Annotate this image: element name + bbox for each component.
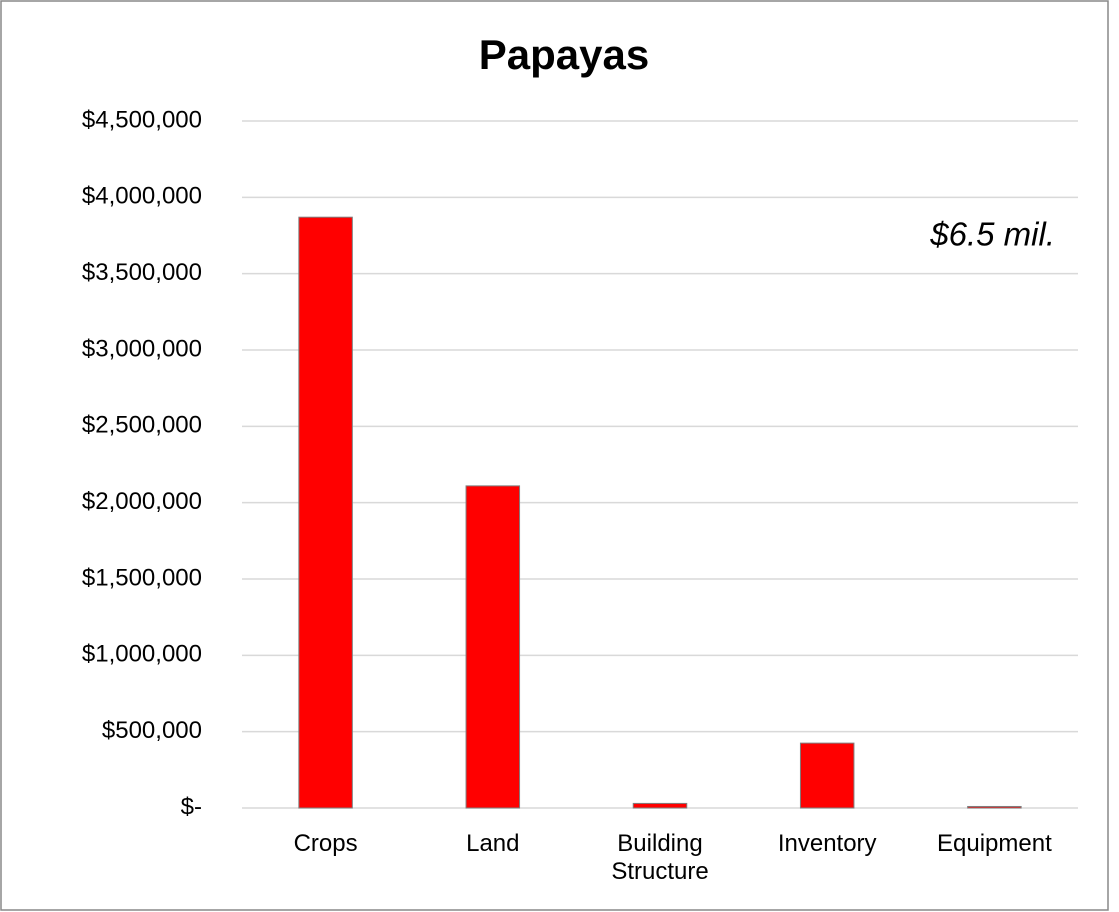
- x-tick-label: Land: [466, 830, 520, 857]
- x-tick-label: Building Structure: [611, 830, 709, 885]
- chart-title: Papayas: [479, 31, 649, 78]
- x-tick-label-box: Building Structure: [611, 830, 709, 885]
- bar: [465, 485, 521, 809]
- x-tick-label: Equipment: [937, 830, 1052, 857]
- y-tick-label: $2,500,000: [82, 412, 202, 439]
- bar: [632, 802, 688, 809]
- x-tick-label-box: Land: [466, 830, 520, 857]
- y-tick-label: $3,500,000: [82, 259, 202, 286]
- y-tick-label: $2,000,000: [82, 488, 202, 515]
- bar: [298, 216, 353, 809]
- y-tick-label: $500,000: [102, 717, 202, 744]
- bar: [967, 805, 1022, 809]
- y-tick-label: $1,000,000: [82, 641, 202, 668]
- x-tick-label-box: Inventory: [777, 830, 877, 857]
- y-tick-label: $4,000,000: [82, 183, 202, 210]
- y-tick-label: $-: [181, 793, 202, 820]
- y-tick-label: $1,500,000: [82, 564, 202, 591]
- x-tick-label-box: Crops: [293, 830, 358, 857]
- x-tick-label: Inventory: [777, 830, 877, 857]
- y-tick-label: $3,000,000: [82, 335, 202, 362]
- x-tick-label: Crops: [293, 830, 358, 857]
- bar: [799, 742, 855, 809]
- annotation: $6.5 mil.: [929, 216, 1055, 253]
- x-tick-label-box: Equipment: [937, 830, 1052, 857]
- y-tick-label: $4,500,000: [82, 106, 202, 133]
